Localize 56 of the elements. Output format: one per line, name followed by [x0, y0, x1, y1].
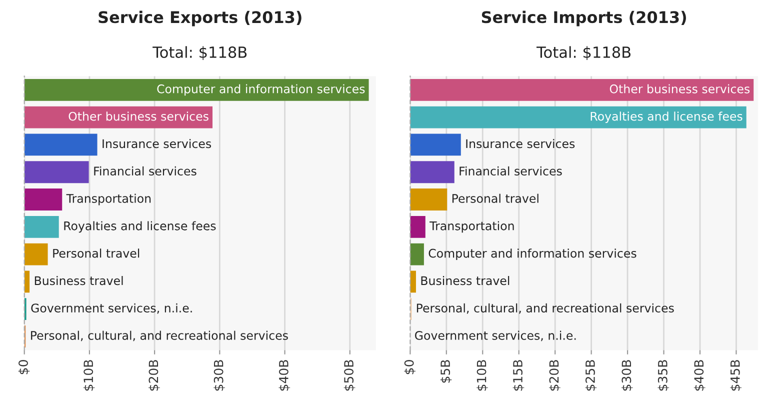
x-tick-label: $25B: [585, 360, 597, 391]
x-tick-label: $10B: [83, 360, 95, 391]
bar: [24, 270, 30, 293]
category-label: Transportation: [430, 221, 514, 233]
bar: [24, 216, 59, 238]
bar: [410, 78, 754, 101]
category-label: Financial services: [460, 166, 562, 176]
x-tick-label: $50B: [344, 360, 356, 391]
category-label: Personal travel: [452, 194, 538, 203]
x-tick-label: $30B: [214, 360, 225, 391]
bar: [410, 270, 416, 293]
chart-title: Service Exports (2013): [98, 10, 302, 26]
category-label: Other business services: [610, 84, 750, 94]
category-label: Other business services: [68, 112, 208, 121]
bar: [410, 216, 426, 238]
bar: [24, 188, 62, 210]
chart-subtitle: Total: $118B: [152, 46, 247, 60]
x-tick-label: $0: [404, 360, 416, 374]
x-tick-label: $45B: [730, 360, 742, 391]
bar: [24, 243, 48, 266]
category-label: Computer and information services: [428, 248, 636, 260]
category-label: Insurance services: [102, 139, 212, 148]
bar: [410, 243, 424, 266]
bar: [410, 161, 454, 184]
x-tick-label: $40B: [694, 360, 706, 391]
bar: [24, 106, 213, 128]
x-tick-label: $30B: [621, 360, 633, 391]
category-label: Insurance services: [466, 139, 575, 148]
category-label: Transportation: [66, 194, 151, 206]
category-label: Business travel: [421, 276, 510, 286]
x-tick-label: $20B: [549, 360, 560, 391]
category-label: Royalties and license fees: [590, 112, 742, 124]
category-label: Personal travel: [53, 248, 140, 258]
category-label: Government services, n.i.e.: [415, 330, 576, 342]
category-label: Personal, cultural, and recreational services: [416, 303, 674, 314]
category-label: Computer and information services: [157, 84, 365, 96]
category-label: Business travel: [34, 276, 123, 286]
x-tick-label: $40B: [278, 360, 290, 391]
chart-subtitle: Total: $118B: [536, 46, 631, 60]
category-label: Government services, n.i.e.: [31, 303, 192, 314]
bar: [410, 134, 461, 156]
bar: [24, 78, 369, 101]
bar: [24, 134, 98, 156]
x-tick-label: $5B: [440, 360, 452, 383]
x-tick-label: $10B: [476, 360, 488, 391]
x-tick-label: $0: [18, 360, 30, 374]
bar: [24, 161, 89, 184]
x-tick-label: $35B: [658, 360, 670, 391]
bar: [410, 188, 448, 210]
chart-title: Service Imports (2013): [482, 10, 686, 26]
bar: [410, 106, 746, 128]
x-tick-label: $20B: [148, 360, 160, 391]
category-label: Royalties and license fees: [64, 221, 216, 233]
category-label: Financial services: [94, 166, 196, 176]
category-label: Personal, cultural, and recreational services: [31, 330, 288, 342]
x-tick-label: $15B: [512, 360, 524, 391]
